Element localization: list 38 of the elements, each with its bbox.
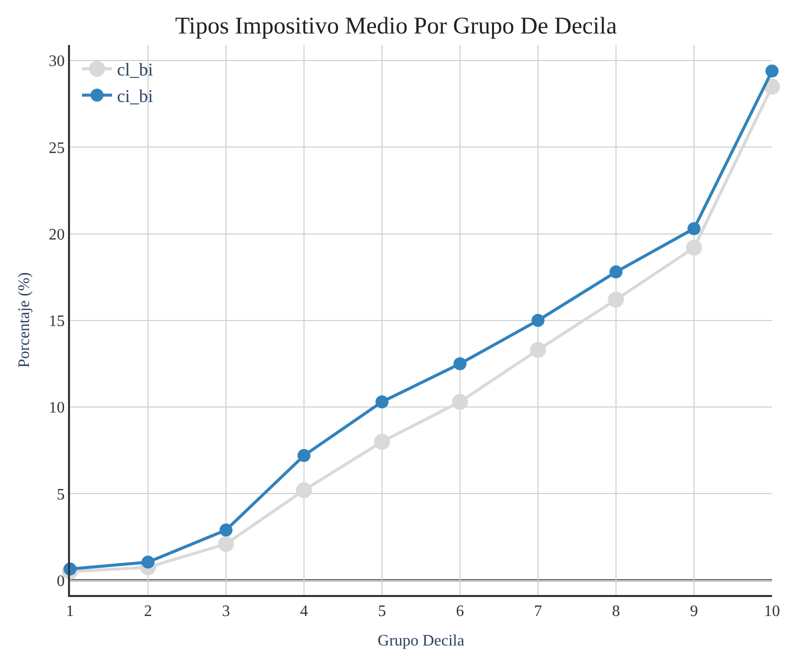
point — [766, 64, 778, 78]
point — [452, 394, 468, 410]
y-axis-title: Porcentaje (%) — [16, 272, 34, 368]
point — [688, 222, 700, 236]
x-tick-label: 3 — [222, 603, 230, 620]
point — [218, 536, 234, 552]
x-tick-label: 6 — [456, 603, 464, 620]
point — [686, 240, 702, 256]
x-tick-label: 7 — [534, 603, 542, 620]
x-tick-label: 8 — [612, 603, 620, 620]
y-tick-label: 10 — [48, 400, 65, 417]
chart-title: Tipos Impositivo Medio Por Grupo De Decila — [175, 13, 618, 40]
x-tick-label: 4 — [300, 603, 308, 620]
point — [530, 342, 546, 358]
point — [298, 449, 310, 462]
y-tick-label: 25 — [48, 140, 65, 157]
y-tick-label: 20 — [48, 226, 65, 244]
x-tick-label: 5 — [378, 603, 386, 620]
point — [454, 357, 466, 370]
legend-label: ci_bi — [117, 86, 154, 106]
x-axis-title: Grupo Decila — [378, 632, 464, 650]
y-tick-label: 30 — [48, 53, 65, 70]
x-tick-label: 1 — [66, 603, 74, 620]
point — [376, 395, 388, 408]
point — [608, 292, 624, 308]
legend-label: cl_bi — [117, 60, 154, 80]
point — [220, 524, 232, 537]
y-tick-label: 5 — [56, 486, 65, 504]
y-tick-label: 0 — [56, 572, 65, 590]
point — [610, 265, 622, 278]
point — [142, 556, 154, 569]
y-tick-label: 15 — [48, 313, 65, 330]
point — [374, 434, 390, 450]
point — [296, 482, 312, 498]
point — [532, 314, 544, 327]
x-tick-label: 10 — [764, 603, 780, 620]
x-tick-label: 2 — [144, 603, 152, 620]
x-tick-label: 9 — [690, 603, 698, 620]
